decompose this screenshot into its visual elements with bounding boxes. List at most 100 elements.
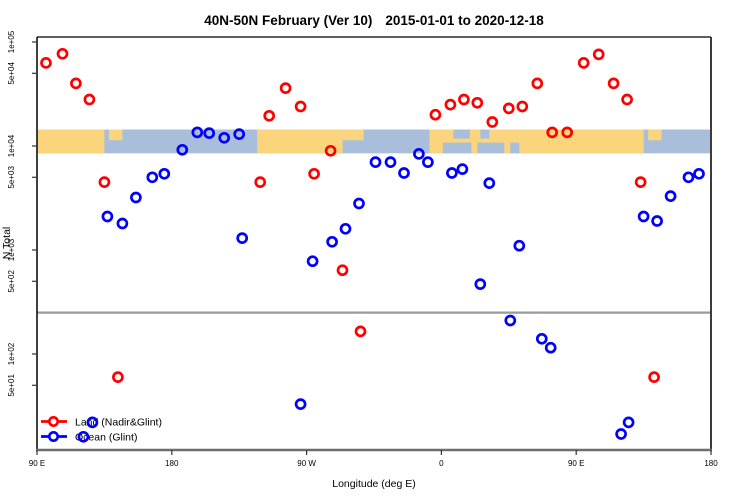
land-point [577,57,590,69]
ocean-point [146,171,159,184]
ocean-point [483,177,496,189]
land-point [486,116,499,128]
ocean-point [233,128,246,140]
chart-title-main: 40N-50N February (Ver 10) [204,13,372,28]
band-sea-patch [510,142,520,154]
ocean-point [398,167,410,179]
ocean-point [384,156,397,168]
y-tick-label: 1e+03 [7,238,16,261]
band-sea-patch [480,129,490,139]
land-point [648,371,660,383]
band-sea-patch [477,142,505,154]
y-axis-ticks: 1e+05 5e+04 1e+04 5e+03 1e+03 5e+02 1e+02 5e+01 [7,30,37,397]
land-point [516,100,529,113]
land-point [502,102,515,115]
land-point [444,98,457,111]
y-tick-label: 1e+04 [7,134,16,157]
x-tick-label: 0 [439,459,444,468]
land-point [531,77,544,90]
land-point [308,167,320,180]
x-axis-ticks: 90 E 180 90 W 0 90 E 180 [29,450,718,468]
legend-label-ocean: Ocean (Glint) [75,432,137,444]
y-tick-label: 1e+05 [7,30,16,53]
y-tick-label: 5e+02 [7,270,16,293]
band-land-patch [342,129,364,141]
chart-title-dates: 2015-01-01 to 2020-12-18 [385,13,544,28]
data-points [40,47,705,443]
ocean-point [615,428,627,440]
ocean-point [693,167,705,180]
ocean-point [218,131,231,144]
ocean-point [544,341,557,354]
ocean-point [101,210,114,223]
land-point [458,93,470,106]
ocean-point [191,126,204,139]
ocean-point [203,127,216,139]
x-tick-label: 180 [165,459,179,468]
land-point [336,264,349,277]
land-point [561,126,574,139]
legend-marker-land [47,415,59,427]
ocean-point [474,278,487,290]
ocean-point [637,210,650,223]
ocean-point [236,232,249,244]
land-point [294,100,307,113]
land-point [56,47,69,60]
ocean-point [513,239,526,252]
ocean-point [651,215,663,227]
land-point [634,176,647,188]
y-axis-title: N Total [1,227,13,260]
land-point [324,144,337,157]
ocean-point [176,143,189,156]
ocean-point [353,197,365,210]
x-axis-title: Longitude (deg E) [332,478,415,490]
ocean-point [130,191,142,204]
land-point [70,77,82,90]
ocean-point [339,222,352,235]
land-point [40,57,52,69]
band-land-segment [257,129,343,154]
ocean-point [369,156,382,168]
land-point [621,93,633,106]
legend-markers [41,415,67,442]
band-sea-patch [442,142,472,154]
band-land-patch [108,129,123,141]
land-point [263,109,276,122]
ocean-point [535,332,548,345]
x-tick-label: 90 E [29,459,45,468]
ocean-point [456,163,469,175]
y-tick-label: 5e+04 [7,62,16,85]
ocean-point [413,148,425,160]
ocean-point [622,416,635,429]
x-tick-label: 180 [704,459,718,468]
ocean-point [504,314,517,327]
y-tick-label: 1e+02 [7,342,16,365]
legend-marker-ocean [47,430,59,442]
chart-title: 40N-50N February (Ver 10) 2015-01-01 to 2… [204,13,544,28]
land-point [254,176,267,188]
land-point [279,82,292,94]
ocean-point [422,156,434,168]
ocean-point [116,217,129,230]
plot-box [36,36,712,452]
x-tick-label: 90 E [568,459,584,468]
ocean-point [682,171,695,184]
ocean-point [294,398,307,410]
band-land-segment [37,129,105,154]
ocean-point [326,235,338,248]
land-point [429,108,442,121]
x-tick-label: 90 W [297,459,316,468]
ocean-point [446,167,458,179]
ocean-point [158,167,171,180]
land-point [354,325,367,338]
land-point [83,93,96,106]
legend: Land (Nadir&Glint) Ocean (Glint) [41,415,162,444]
band-sea-patch [453,129,470,139]
y-tick-label: 5e+03 [7,166,16,189]
map-band [37,129,711,154]
land-point [592,48,605,61]
ocean-point [86,416,99,429]
land-point [546,126,559,139]
